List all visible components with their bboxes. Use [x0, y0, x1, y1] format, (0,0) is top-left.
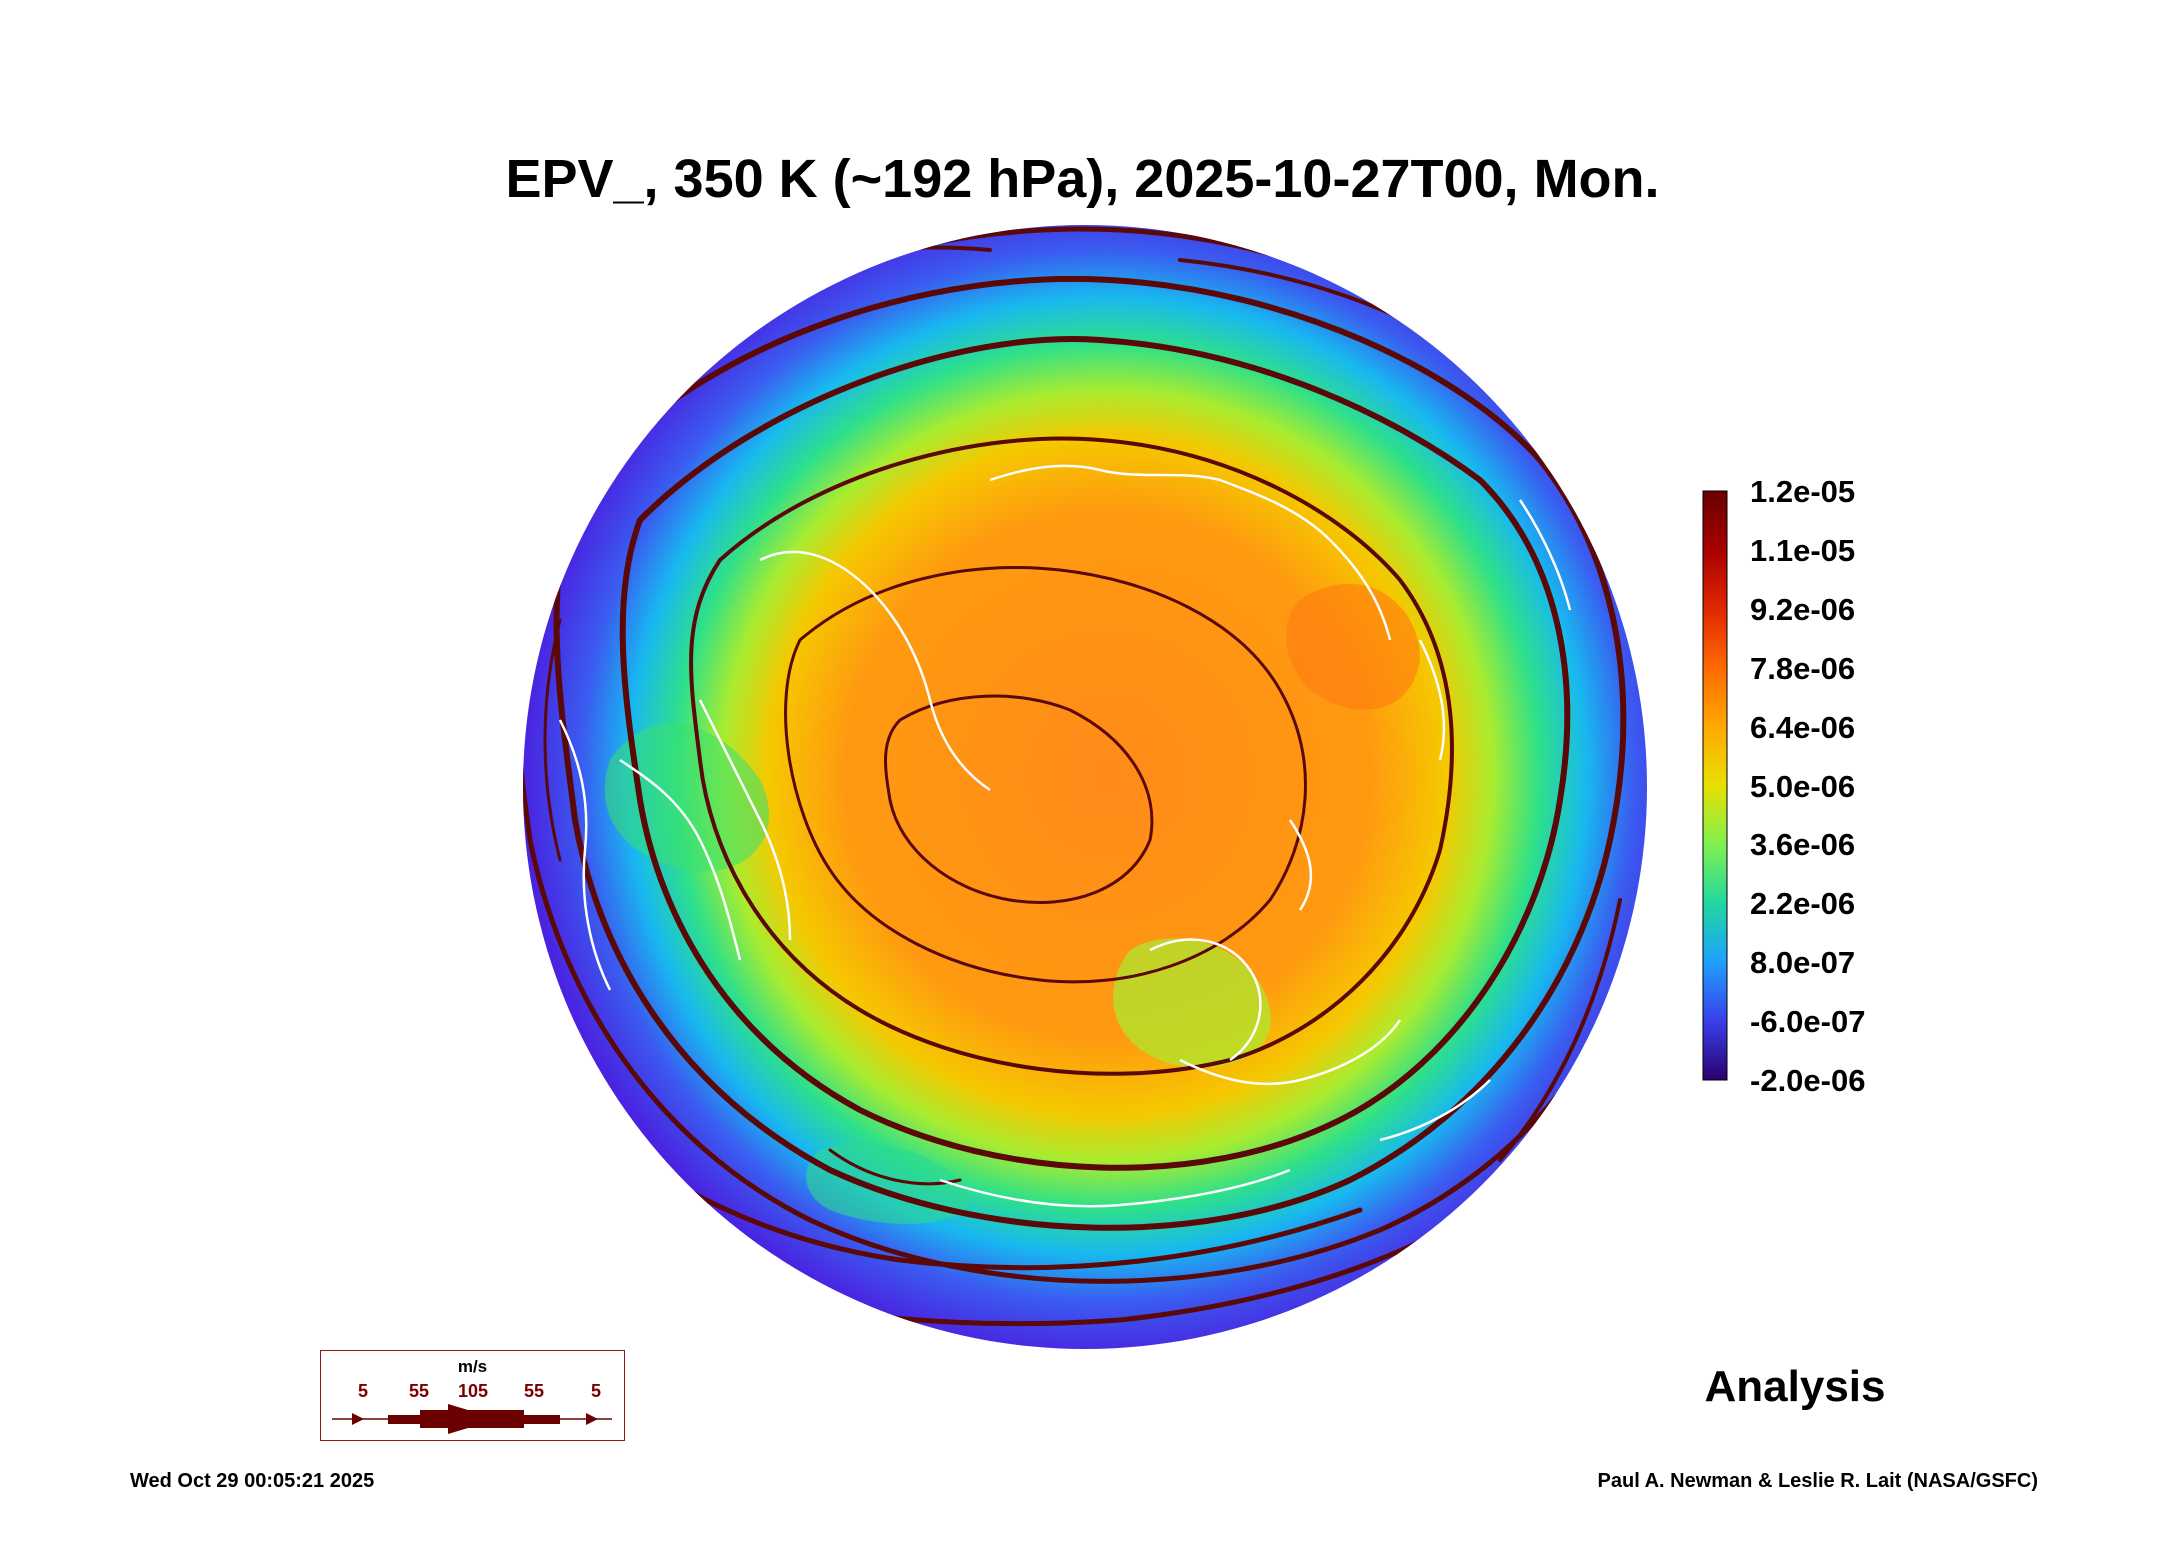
wind-legend-unit: m/s: [457, 1357, 488, 1376]
colorbar-label: 2.2e-06: [1750, 886, 1856, 922]
page-title: EPV_, 350 K (~192 hPa), 2025-10-27T00, M…: [505, 149, 1660, 209]
colorbar-label: 8.0e-07: [1750, 945, 1856, 981]
wind-legend: m/s 5 55 105 55 5: [320, 1350, 625, 1441]
colorbar-label: -2.0e-06: [1750, 1063, 1866, 1098]
epv-field-disc: [523, 225, 1647, 1349]
analysis-label: Analysis: [1704, 1362, 1886, 1411]
pv-blob-ne: [1286, 583, 1420, 710]
colorbar-label: 5.0e-06: [1750, 768, 1856, 804]
colorbar-label: -6.0e-07: [1750, 1004, 1866, 1040]
coastlines: [558, 464, 1572, 1208]
credit: Paul A. Newman & Leslie R. Lait (NASA/GS…: [1597, 1470, 2038, 1492]
colorbar: [1702, 490, 1728, 1081]
timestamp: Wed Oct 29 00:05:21 2025: [130, 1470, 375, 1492]
colorbar-label: 9.2e-06: [1750, 591, 1856, 627]
colorbar-labels: 1.2e-05 1.1e-05 9.2e-06 7.8e-06 6.4e-06 …: [1750, 472, 1950, 1098]
colorbar-label: 1.2e-05: [1750, 474, 1856, 509]
colorbar-label: 6.4e-06: [1750, 709, 1856, 745]
colorbar-label: 1.1e-05: [1750, 532, 1856, 568]
wind-legend-tick: 55: [523, 1381, 545, 1401]
wind-legend-tick: 55: [408, 1381, 430, 1401]
wind-legend-arrow: [332, 1404, 612, 1434]
colorbar-label: 7.8e-06: [1750, 650, 1856, 686]
wind-legend-tick: 5: [590, 1381, 602, 1401]
colorbar-label: 3.6e-06: [1750, 827, 1856, 863]
wind-legend-tick: 5: [357, 1381, 369, 1401]
wind-legend-tick: 105: [457, 1381, 489, 1401]
